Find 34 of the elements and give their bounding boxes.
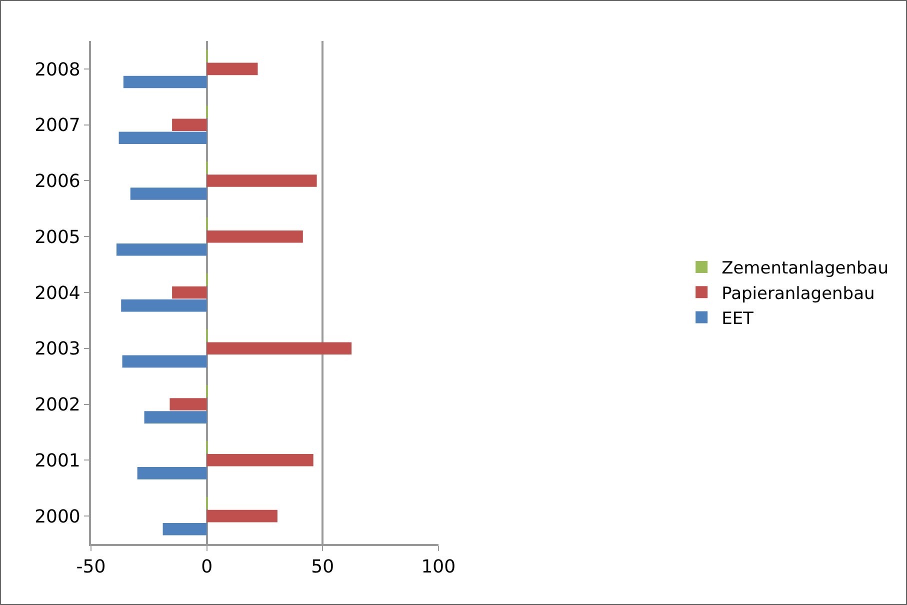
bar [172, 286, 207, 299]
bar [162, 522, 207, 536]
bar [137, 467, 207, 480]
y-tick-label: 2002 [34, 394, 80, 416]
bar [130, 188, 207, 200]
bar [121, 299, 207, 312]
bar [206, 174, 317, 187]
bar [172, 118, 207, 131]
bar [118, 132, 207, 144]
y-tick-label: 2005 [34, 226, 80, 248]
bar [122, 355, 207, 368]
y-tick-label: 2001 [34, 450, 80, 472]
y-tick-label: 2008 [34, 59, 80, 80]
legend-label: EET [722, 308, 754, 329]
bar [144, 411, 207, 424]
legend-label: Zementanlagenbau [722, 258, 888, 279]
bar [206, 342, 352, 355]
y-tick-label: 2004 [34, 282, 80, 304]
x-tick-label: -50 [76, 556, 106, 578]
x-tick-label: 0 [201, 556, 213, 578]
y-tick-label: 2000 [34, 506, 80, 528]
y-tick-label: 2007 [34, 115, 80, 136]
bar [206, 454, 314, 466]
bar [116, 244, 207, 256]
y-tick-label: 2003 [34, 338, 80, 360]
y-tick-label: 2006 [34, 171, 80, 192]
bar [206, 510, 278, 522]
bar [170, 398, 207, 410]
bar [206, 62, 258, 76]
legend-label: Papieranlagenbau [722, 284, 875, 304]
x-tick-label: 50 [311, 556, 334, 578]
x-tick-label: 100 [421, 556, 456, 578]
bar [123, 76, 207, 88]
bar [206, 230, 303, 243]
